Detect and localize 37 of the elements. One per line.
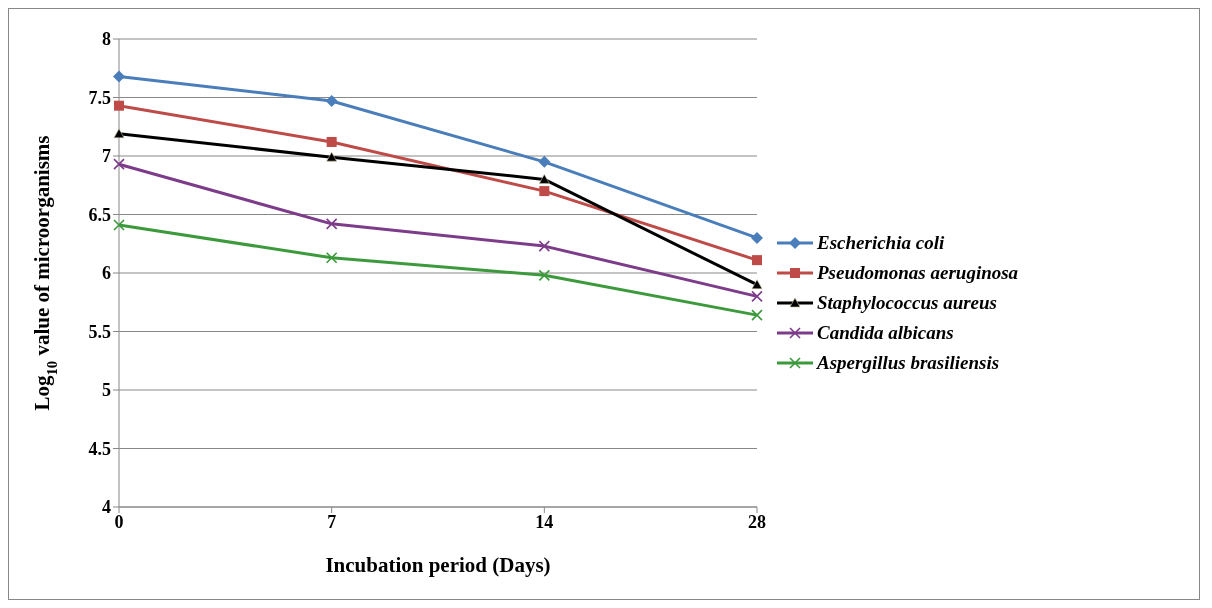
y-tick-label: 6.5 — [88, 204, 111, 225]
point — [751, 231, 763, 244]
y-tick-label: 6 — [102, 263, 111, 284]
y-tick-label: 7 — [102, 146, 111, 167]
x-tick-label: 7 — [327, 511, 337, 532]
point — [325, 95, 338, 108]
point — [326, 136, 337, 147]
point — [538, 155, 551, 168]
point — [113, 70, 125, 83]
y-tick-label: 5 — [102, 380, 111, 401]
x-axis-title: Incubation period (Days) — [325, 553, 551, 577]
point — [751, 279, 763, 289]
x-tick-label: 28 — [748, 511, 766, 532]
legend-label: Candida albicans — [817, 322, 954, 344]
x-tick-label: 14 — [535, 511, 554, 532]
point — [751, 290, 763, 303]
point — [113, 219, 125, 231]
y-tick-label: 8 — [102, 29, 111, 50]
y-tick-label: 4.5 — [88, 438, 111, 459]
legend-label: Staphylococcus aureus — [817, 292, 997, 314]
point — [326, 151, 337, 162]
legend-label: Escherichia coli — [817, 232, 945, 254]
legend-label: Pseudomonas aeruginosa — [817, 262, 1019, 284]
point — [538, 240, 551, 252]
point — [751, 309, 763, 321]
y-tick-label: 7.5 — [88, 87, 111, 108]
point — [325, 251, 338, 264]
point — [325, 218, 338, 230]
y-tick-label: 4 — [102, 497, 111, 518]
point — [539, 186, 550, 197]
point — [113, 128, 125, 139]
point — [538, 269, 551, 282]
point — [539, 174, 550, 184]
legend-label: Aspergillus brasiliensis — [817, 352, 1000, 374]
point — [752, 255, 762, 266]
x-tick-label: 0 — [114, 511, 124, 532]
y-tick-label: 5.5 — [88, 321, 111, 342]
